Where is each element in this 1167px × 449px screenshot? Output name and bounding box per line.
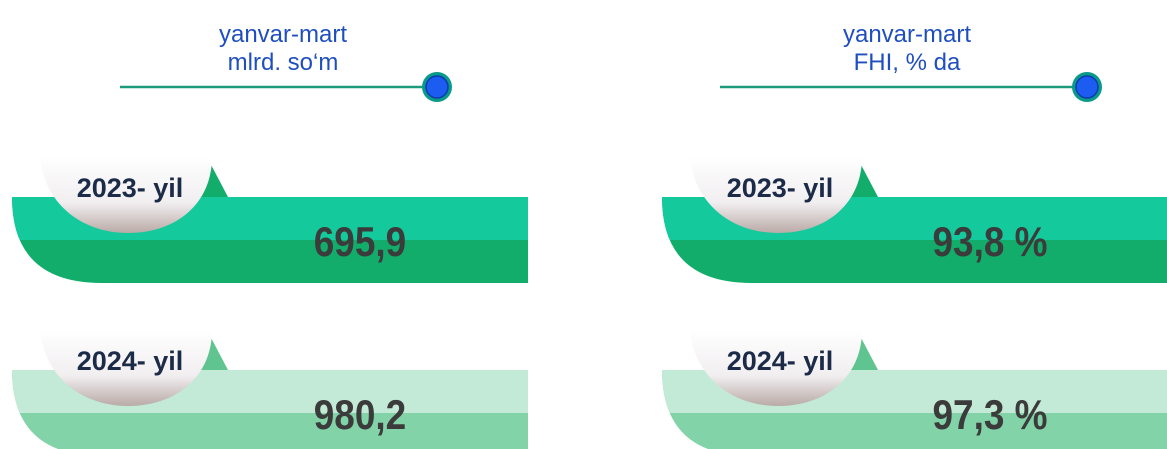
tab xyxy=(690,157,862,233)
tab xyxy=(40,330,212,406)
value-label: 695,9 xyxy=(314,219,406,266)
header-text: FHI, % da xyxy=(854,49,961,76)
tab xyxy=(40,157,212,233)
header-text: mlrd. so‘m xyxy=(228,49,339,76)
tab xyxy=(690,330,862,406)
value-label: 97,3 % xyxy=(932,392,1047,439)
year-label: 2023- yil xyxy=(77,173,184,203)
header-text: yanvar-mart xyxy=(219,21,347,48)
year-label: 2024- yil xyxy=(727,346,834,376)
header-text: yanvar-mart xyxy=(843,21,971,48)
value-label: 93,8 % xyxy=(932,219,1047,266)
header-dot-inner xyxy=(425,75,449,99)
header-dot-inner xyxy=(1075,75,1099,99)
value-label: 980,2 xyxy=(314,392,406,439)
year-label: 2023- yil xyxy=(727,173,834,203)
year-label: 2024- yil xyxy=(77,346,184,376)
